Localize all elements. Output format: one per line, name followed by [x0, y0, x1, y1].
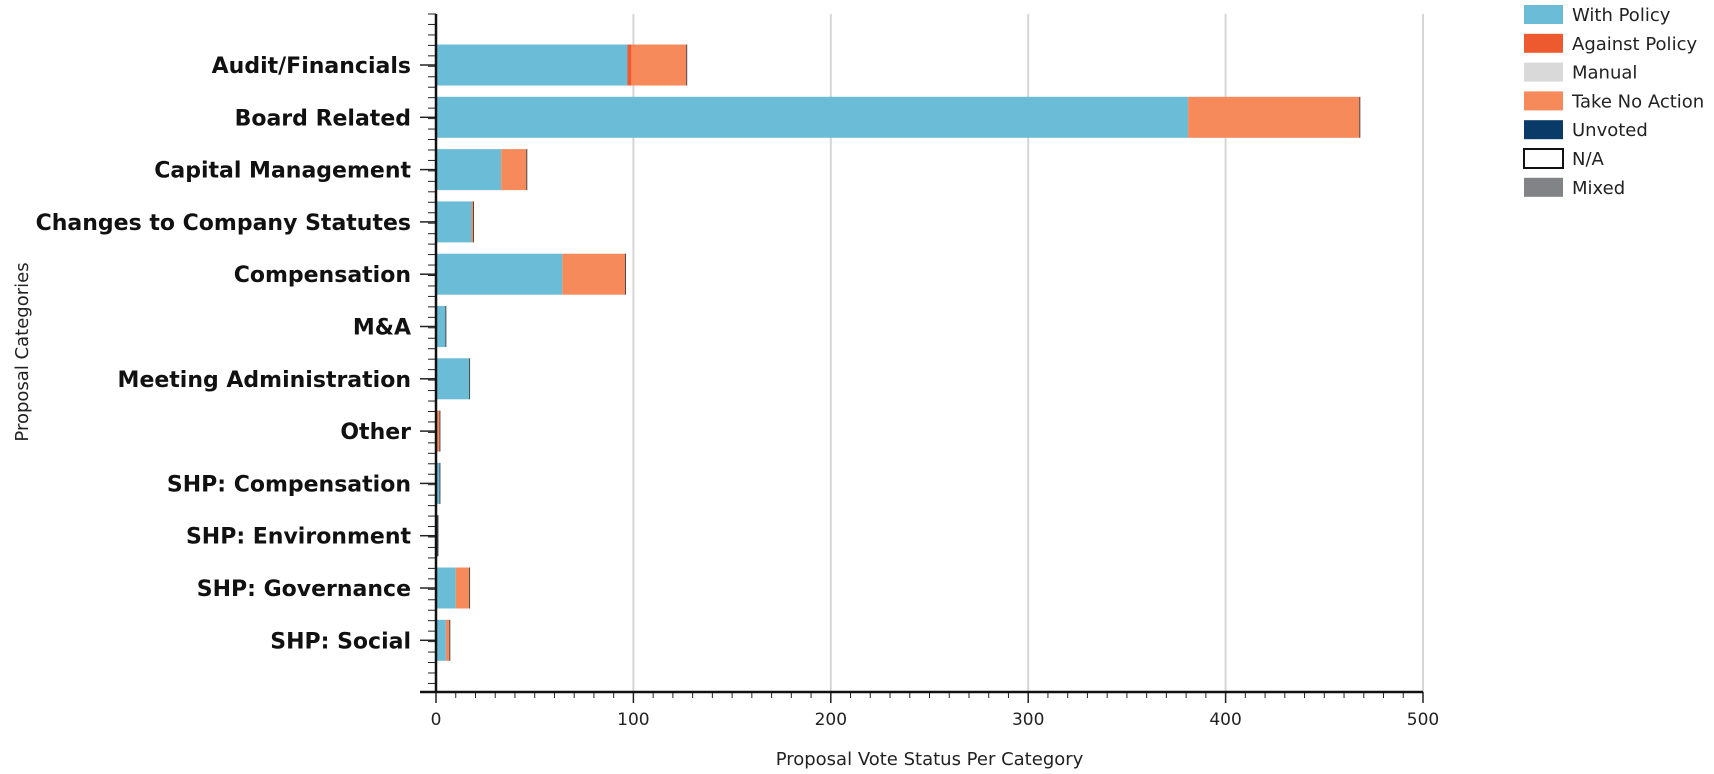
- bar-12-series-4: [445, 619, 450, 661]
- legend-swatch-5: [1524, 120, 1563, 140]
- category-label-1: Audit/Financials: [212, 54, 411, 79]
- bar-5-series-1: [436, 253, 563, 295]
- bar-6-series-1: [436, 306, 446, 347]
- bar-1-series-2: [627, 44, 632, 86]
- bar-1-series-1: [436, 44, 628, 86]
- category-label-10: SHP: Environment: [186, 525, 412, 550]
- axes: [420, 13, 1424, 703]
- legend-swatch-2: [1524, 33, 1563, 53]
- x-tick-label-0: 0: [431, 710, 442, 730]
- x-tick-label-300: 300: [1012, 710, 1044, 730]
- legend-label-7: Mixed: [1572, 178, 1625, 199]
- bar-11-series-4: [455, 567, 470, 609]
- category-label-2: Board Related: [235, 106, 411, 131]
- bar-4-series-1: [436, 201, 472, 243]
- y-axis-title: Proposal Categories: [12, 262, 33, 441]
- legend-swatch-6: [1523, 148, 1564, 169]
- bar-4-series-4: [471, 201, 474, 243]
- category-label-7: Meeting Administration: [118, 368, 411, 393]
- x-tick-label-200: 200: [815, 710, 847, 730]
- legend-swatch-4: [1524, 91, 1563, 111]
- x-axis-title: Proposal Vote Status Per Category: [776, 749, 1084, 770]
- category-label-4: Changes to Company Statutes: [36, 211, 411, 236]
- legend-swatch-7: [1524, 177, 1563, 197]
- x-tick-label-500: 500: [1407, 710, 1439, 730]
- category-label-3: Capital Management: [154, 159, 411, 184]
- bar-5-series-4: [562, 253, 626, 295]
- category-label-5: Compensation: [234, 263, 411, 288]
- bar-12-series-1: [436, 619, 446, 661]
- bar-2-series-4: [1188, 96, 1360, 138]
- legend-label-4: Take No Action: [1571, 91, 1704, 112]
- bar-3-series-4: [501, 149, 527, 191]
- bar-7-series-1: [436, 358, 470, 400]
- category-label-12: SHP: Social: [270, 629, 411, 654]
- legend-label-6: N/A: [1572, 149, 1605, 170]
- x-tick-label-400: 400: [1209, 710, 1241, 730]
- legend-label-5: Unvoted: [1572, 120, 1648, 141]
- category-label-8: Other: [340, 420, 411, 445]
- bar-3-series-1: [436, 149, 502, 191]
- labels: Audit/Financials Board Related Capital Man…: [12, 54, 1439, 770]
- legend-swatch-1: [1524, 5, 1563, 24]
- x-tick-label-100: 100: [617, 710, 649, 730]
- category-label-6: M&A: [353, 316, 411, 341]
- legend-label-3: Manual: [1572, 63, 1637, 84]
- bar-9-series-1: [436, 462, 440, 504]
- category-label-11: SHP: Governance: [197, 577, 411, 602]
- legend: With Policy Against Policy Manual Take No A…: [1523, 5, 1704, 199]
- legend-label-1: With Policy: [1572, 5, 1671, 26]
- legend-label-2: Against Policy: [1572, 34, 1697, 55]
- bars: [436, 44, 1361, 661]
- bar-8-series-4: [436, 410, 440, 452]
- legend-swatch-3: [1524, 62, 1563, 82]
- bar-11-series-1: [436, 567, 456, 609]
- category-label-9: SHP: Compensation: [167, 472, 411, 497]
- bar-2-series-1: [436, 96, 1189, 138]
- bar-1-series-4: [631, 44, 687, 86]
